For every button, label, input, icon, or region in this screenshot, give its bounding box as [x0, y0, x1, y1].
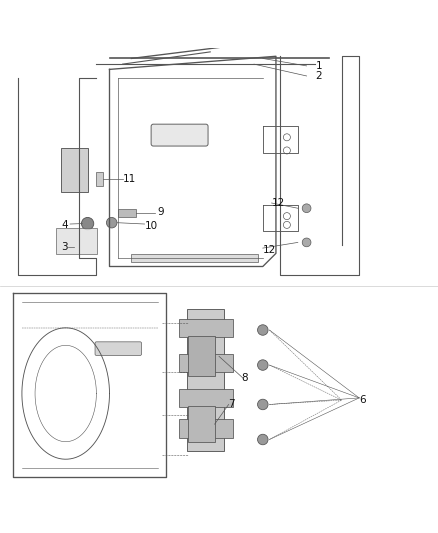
FancyBboxPatch shape — [179, 419, 233, 438]
Text: 9: 9 — [158, 207, 164, 217]
Text: 8: 8 — [241, 373, 247, 383]
Text: 12: 12 — [263, 245, 276, 255]
Text: 10: 10 — [145, 221, 158, 231]
FancyBboxPatch shape — [187, 310, 224, 451]
Text: 7: 7 — [228, 399, 234, 409]
Text: 1: 1 — [315, 61, 322, 71]
Circle shape — [283, 213, 290, 220]
FancyBboxPatch shape — [179, 389, 233, 407]
Text: 4: 4 — [61, 220, 68, 230]
Text: 12: 12 — [272, 198, 285, 208]
Circle shape — [283, 134, 290, 141]
Circle shape — [302, 204, 311, 213]
FancyBboxPatch shape — [61, 148, 88, 192]
FancyBboxPatch shape — [96, 172, 103, 186]
Circle shape — [258, 360, 268, 370]
Circle shape — [258, 325, 268, 335]
FancyBboxPatch shape — [179, 319, 233, 337]
Text: 3: 3 — [61, 242, 68, 252]
FancyBboxPatch shape — [179, 354, 233, 372]
Circle shape — [258, 434, 268, 445]
Circle shape — [81, 217, 94, 230]
Text: 6: 6 — [359, 395, 366, 405]
Circle shape — [283, 147, 290, 154]
FancyBboxPatch shape — [151, 124, 208, 146]
Circle shape — [258, 399, 268, 410]
FancyBboxPatch shape — [118, 209, 136, 216]
FancyBboxPatch shape — [131, 254, 258, 262]
FancyBboxPatch shape — [95, 342, 141, 356]
Circle shape — [106, 217, 117, 228]
Text: 2: 2 — [315, 71, 322, 81]
Circle shape — [302, 238, 311, 247]
Text: 11: 11 — [123, 174, 136, 184]
FancyBboxPatch shape — [56, 229, 97, 254]
Circle shape — [283, 221, 290, 229]
FancyBboxPatch shape — [188, 406, 215, 442]
FancyBboxPatch shape — [188, 336, 215, 376]
